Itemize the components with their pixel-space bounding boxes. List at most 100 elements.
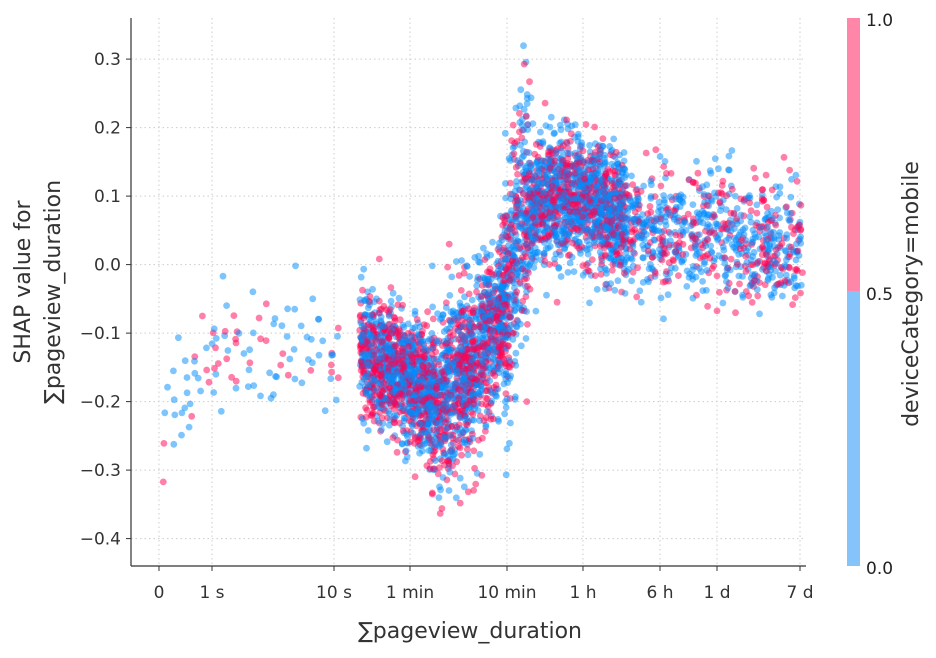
point-non-mobile — [597, 265, 604, 273]
point-non-mobile — [793, 240, 800, 248]
point-non-mobile — [601, 195, 609, 203]
point-mobile — [514, 170, 521, 178]
point-non-mobile — [447, 318, 454, 326]
point-mobile — [188, 412, 196, 420]
point-non-mobile — [503, 445, 511, 453]
point-mobile — [425, 434, 433, 441]
point-non-mobile — [733, 205, 741, 212]
point-non-mobile — [278, 322, 286, 330]
point-non-mobile — [517, 86, 525, 94]
point-non-mobile — [307, 335, 315, 343]
point-mobile — [470, 447, 478, 455]
point-mobile — [453, 423, 461, 431]
point-mobile — [307, 367, 315, 374]
point-non-mobile — [532, 307, 540, 315]
point-non-mobile — [739, 291, 746, 299]
point-mobile — [455, 443, 462, 450]
point-non-mobile — [519, 213, 526, 221]
point-non-mobile — [249, 329, 257, 337]
point-non-mobile — [369, 375, 377, 383]
point-non-mobile — [656, 153, 664, 160]
point-non-mobile — [651, 226, 659, 234]
point-mobile — [479, 339, 487, 347]
point-non-mobile — [596, 161, 604, 169]
point-non-mobile — [640, 228, 647, 236]
point-mobile — [788, 223, 795, 231]
point-non-mobile — [551, 255, 558, 263]
point-non-mobile — [790, 274, 798, 282]
point-non-mobile — [584, 216, 592, 224]
point-mobile — [378, 370, 385, 378]
point-mobile — [460, 269, 468, 277]
point-mobile — [737, 195, 745, 203]
point-mobile — [375, 309, 383, 317]
point-mobile — [501, 301, 508, 308]
point-non-mobile — [367, 353, 374, 361]
point-mobile — [456, 499, 464, 507]
point-mobile — [731, 288, 739, 295]
point-non-mobile — [628, 172, 635, 180]
point-non-mobile — [528, 177, 536, 185]
point-mobile — [523, 398, 531, 405]
point-mobile — [432, 348, 440, 356]
point-non-mobile — [579, 271, 587, 279]
point-non-mobile — [465, 379, 472, 387]
point-mobile — [486, 317, 493, 324]
point-non-mobile — [418, 391, 426, 398]
point-non-mobile — [191, 357, 198, 365]
point-mobile — [582, 121, 590, 128]
point-mobile — [486, 299, 494, 307]
point-non-mobile — [284, 305, 291, 313]
point-non-mobile — [722, 206, 730, 214]
point-mobile — [438, 457, 446, 465]
point-non-mobile — [171, 411, 179, 419]
point-non-mobile — [715, 165, 722, 173]
point-non-mobile — [765, 245, 773, 253]
point-non-mobile — [270, 320, 278, 328]
point-non-mobile — [664, 291, 672, 299]
point-non-mobile — [512, 393, 519, 401]
point-non-mobile — [522, 335, 530, 342]
point-non-mobile — [699, 183, 706, 191]
point-non-mobile — [446, 468, 454, 476]
point-non-mobile — [203, 344, 210, 352]
point-non-mobile — [664, 275, 672, 282]
point-non-mobile — [756, 310, 763, 318]
point-mobile — [334, 324, 342, 332]
point-non-mobile — [468, 296, 476, 304]
point-non-mobile — [403, 369, 411, 376]
point-non-mobile — [782, 271, 790, 279]
point-non-mobile — [574, 133, 582, 141]
point-non-mobile — [494, 267, 502, 274]
point-non-mobile — [235, 329, 243, 337]
point-non-mobile — [358, 323, 366, 330]
point-non-mobile — [456, 474, 464, 482]
point-non-mobile — [492, 392, 499, 399]
point-non-mobile — [748, 239, 756, 247]
point-non-mobile — [781, 262, 789, 269]
point-mobile — [438, 368, 446, 376]
point-non-mobile — [737, 211, 745, 219]
point-mobile — [587, 189, 594, 197]
point-non-mobile — [708, 249, 716, 256]
point-non-mobile — [445, 346, 453, 354]
point-mobile — [539, 220, 547, 228]
point-mobile — [393, 329, 400, 337]
point-mobile — [430, 368, 437, 375]
point-non-mobile — [212, 370, 220, 378]
point-non-mobile — [647, 193, 655, 200]
point-mobile — [564, 155, 572, 162]
point-non-mobile — [266, 369, 273, 377]
point-mobile — [396, 390, 404, 397]
point-mobile — [391, 317, 399, 325]
point-mobile — [372, 367, 380, 375]
point-mobile — [717, 189, 725, 197]
point-non-mobile — [776, 271, 784, 279]
point-non-mobile — [321, 407, 329, 415]
point-mobile — [372, 362, 380, 370]
point-mobile — [334, 374, 342, 382]
point-non-mobile — [751, 230, 758, 238]
point-mobile — [436, 510, 444, 517]
point-non-mobile — [676, 196, 683, 203]
point-mobile — [405, 389, 413, 397]
